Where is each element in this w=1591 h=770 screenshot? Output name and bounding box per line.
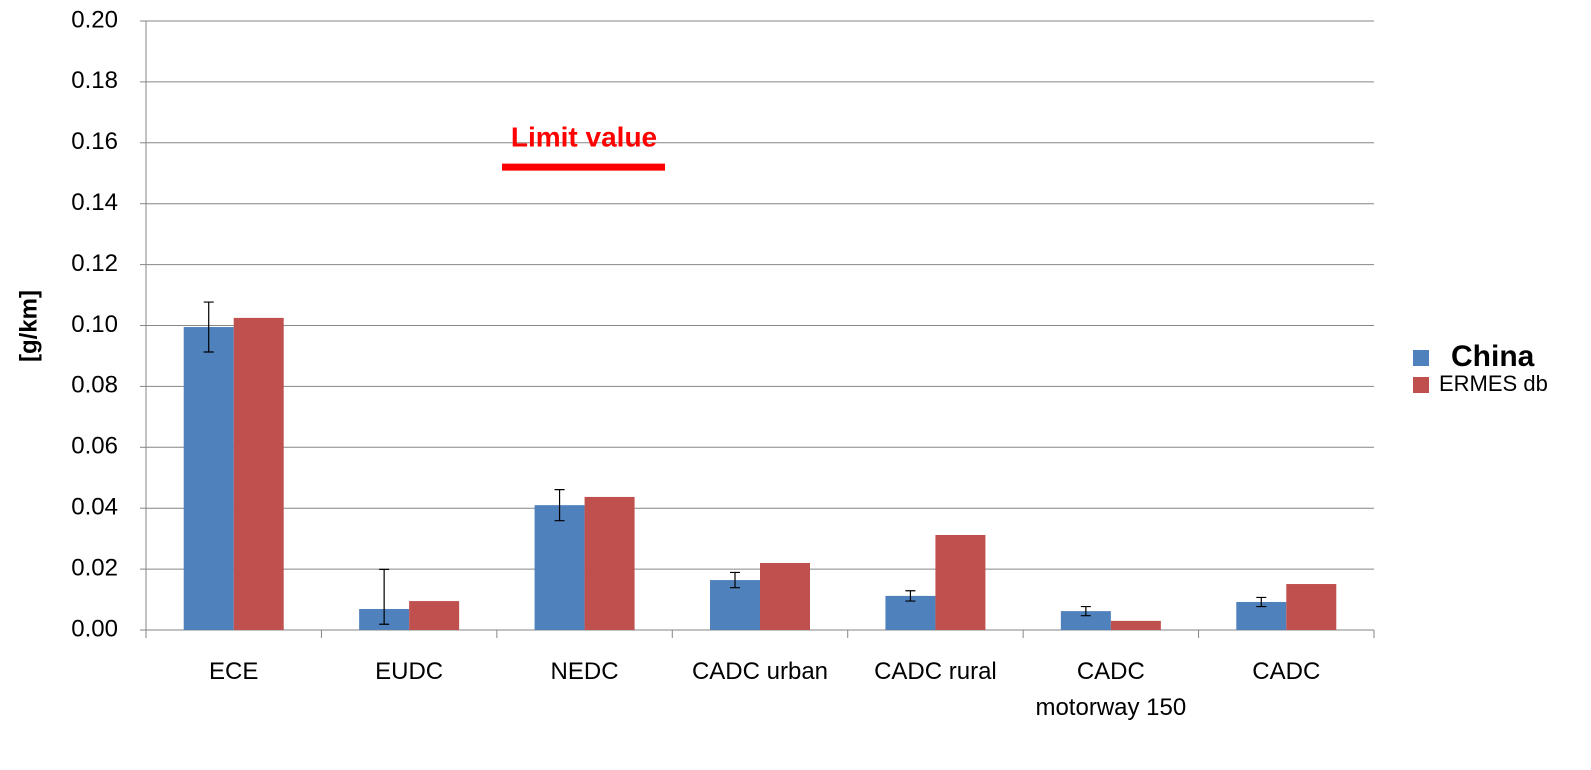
x-tick-label: ECE xyxy=(209,658,259,685)
y-tick-label: 0.20 xyxy=(71,6,118,33)
bar xyxy=(1110,620,1161,630)
error-bar xyxy=(379,568,390,625)
y-tick-label: 0.08 xyxy=(71,372,118,399)
bar xyxy=(584,496,635,630)
error-bar xyxy=(1080,605,1091,617)
x-tick-label: EUDC xyxy=(375,658,444,685)
x-tick-label: CADC xyxy=(1252,658,1321,685)
bar xyxy=(1060,611,1111,630)
y-tick-label: 0.14 xyxy=(71,189,118,216)
error-bar xyxy=(203,301,214,353)
y-axis-label: [g/km] xyxy=(15,290,42,362)
bar xyxy=(760,563,810,630)
limit-label: Limit value xyxy=(511,122,657,153)
bar xyxy=(1286,584,1337,630)
legend-swatch xyxy=(1413,350,1429,366)
legend-label: ERMES db xyxy=(1439,371,1548,396)
y-tick-label: 0.06 xyxy=(71,433,118,460)
error-bar xyxy=(554,489,565,522)
y-tick-label: 0.10 xyxy=(71,311,118,338)
bar xyxy=(534,505,585,630)
bar xyxy=(183,327,234,630)
bar xyxy=(710,580,760,630)
y-tick-label: 0.16 xyxy=(71,128,118,155)
legend-label: China xyxy=(1451,340,1535,373)
x-tick-label: CADC motorway 150 xyxy=(1035,658,1187,721)
y-tick-label: 0.02 xyxy=(71,554,118,581)
error-bar xyxy=(1256,596,1267,608)
y-tick-label: 0.12 xyxy=(71,250,118,277)
x-tick-label: CADC rural xyxy=(874,658,997,685)
y-tick-label: 0.18 xyxy=(71,67,118,94)
error-bar xyxy=(730,571,740,589)
bar xyxy=(233,317,284,630)
bar xyxy=(409,601,460,630)
y-tick-label: 0.00 xyxy=(71,615,118,642)
error-bar xyxy=(905,590,916,602)
legend-swatch xyxy=(1413,377,1429,393)
bar xyxy=(935,534,986,630)
x-tick-label: CADC urban xyxy=(691,658,829,685)
y-tick-label: 0.04 xyxy=(71,494,118,521)
x-tick-label: NEDC xyxy=(550,658,619,685)
